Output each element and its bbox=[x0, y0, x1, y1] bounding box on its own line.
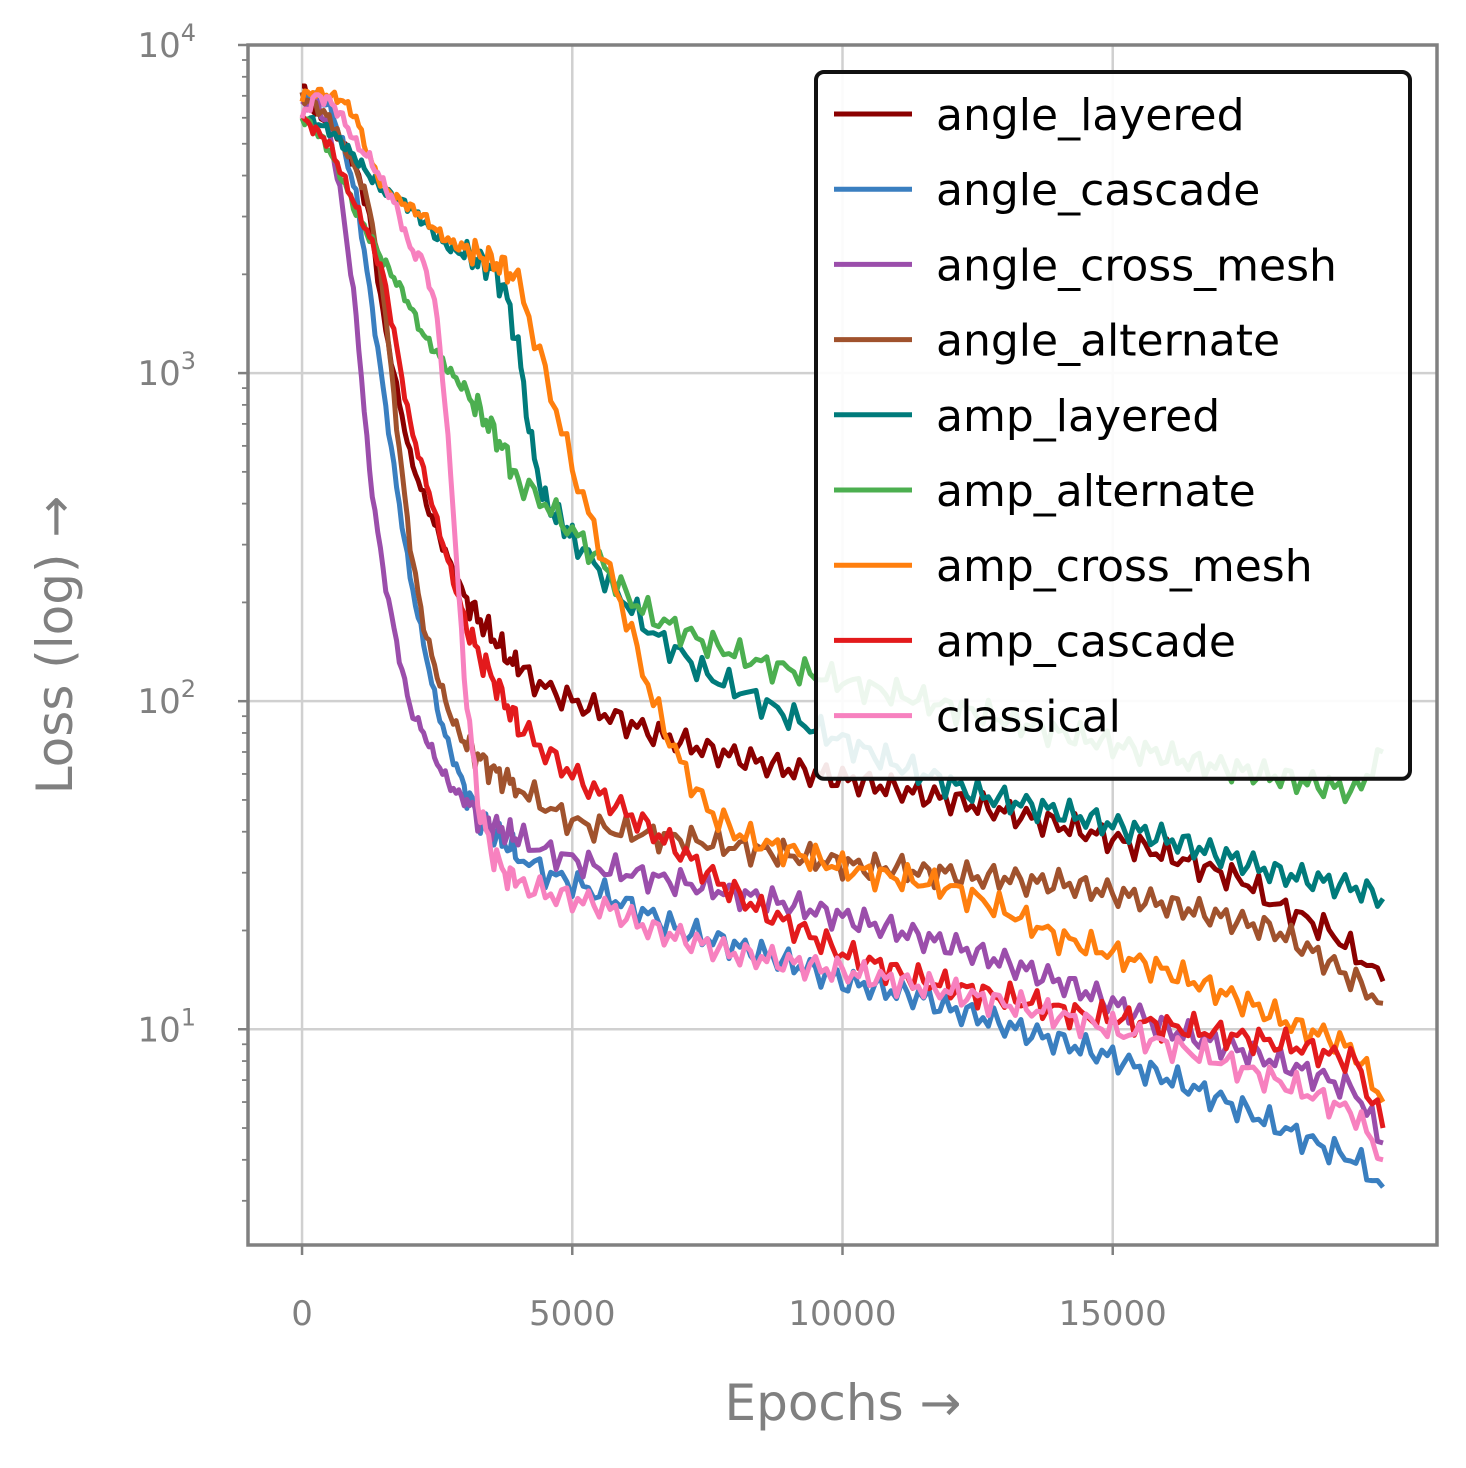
legend-label: classical bbox=[936, 692, 1121, 743]
y-tick-label: 101 bbox=[137, 1003, 196, 1050]
y-tick-label: 104 bbox=[137, 19, 196, 66]
legend-label: amp_alternate bbox=[936, 466, 1256, 517]
legend-label: angle_cascade bbox=[936, 165, 1260, 216]
axis-ticks: 0 5000 10000 15000 101 102 103 104 bbox=[137, 19, 1166, 1334]
legend-label: amp_layered bbox=[936, 391, 1220, 442]
series-line-classical bbox=[299, 92, 1384, 1163]
legend-label: angle_cross_mesh bbox=[936, 240, 1337, 291]
x-tick-label: 10000 bbox=[788, 1294, 896, 1334]
series-line-amp_cross_mesh bbox=[299, 86, 1386, 1104]
x-tick-label: 5000 bbox=[529, 1294, 616, 1334]
x-tick-label: 15000 bbox=[1059, 1294, 1167, 1334]
legend-label: amp_cross_mesh bbox=[936, 541, 1313, 592]
x-tick-label: 0 bbox=[291, 1294, 313, 1334]
series-line-angle_cascade bbox=[300, 90, 1385, 1189]
series-lines bbox=[299, 83, 1386, 1189]
y-tick-label: 103 bbox=[137, 347, 196, 394]
y-tick-label: 102 bbox=[137, 675, 196, 722]
legend-label: amp_cascade bbox=[936, 616, 1236, 667]
y-axis-title: Loss (log) → bbox=[26, 496, 84, 795]
legend-box bbox=[814, 70, 1412, 781]
legend-label: angle_alternate bbox=[936, 316, 1280, 367]
x-axis-title: Epochs → bbox=[725, 1374, 962, 1432]
legend: angle_layered angle_cascade angle_cross_me… bbox=[814, 70, 1412, 781]
series-line-amp_cascade bbox=[299, 113, 1386, 1129]
legend-label: angle_layered bbox=[936, 90, 1245, 141]
series-line-angle_alternate bbox=[299, 91, 1384, 1006]
